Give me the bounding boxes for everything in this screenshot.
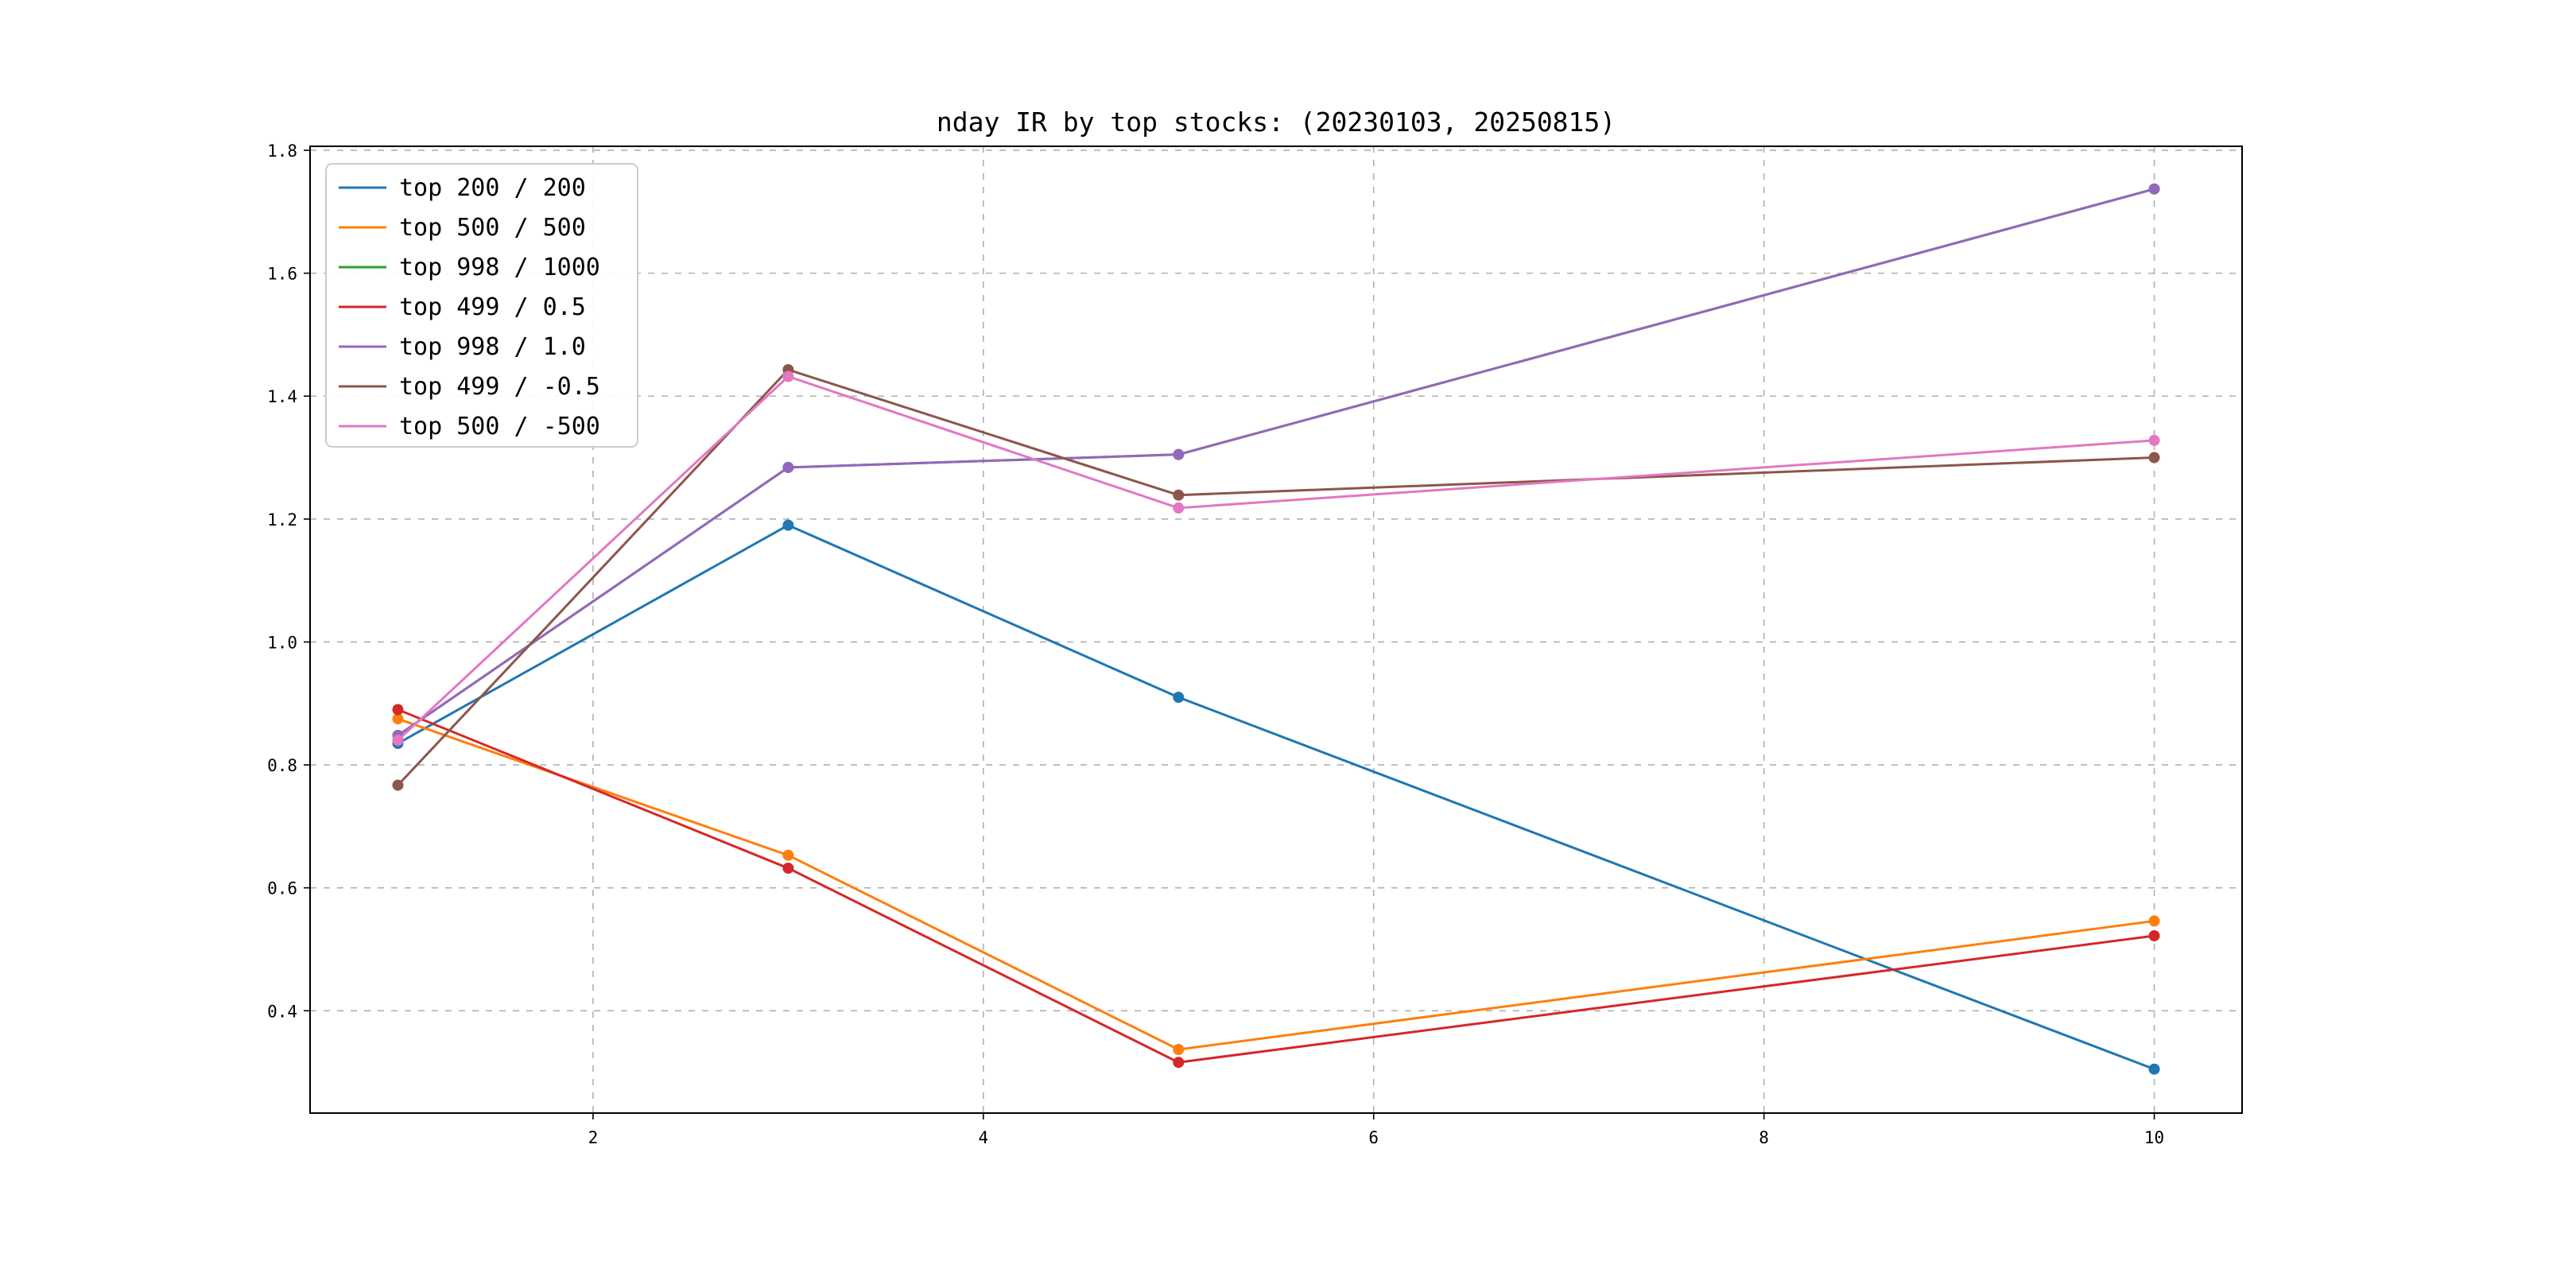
y-tick-label: 1.8 xyxy=(267,142,297,161)
legend-label: top 500 / -500 xyxy=(399,413,600,440)
axes-frame xyxy=(309,145,2243,1114)
series-marker xyxy=(1173,1057,1185,1069)
x-tick-label: 2 xyxy=(588,1128,599,1147)
series-marker xyxy=(1173,692,1185,704)
series-marker xyxy=(782,370,794,382)
legend-label: top 200 / 200 xyxy=(399,174,586,202)
series-line xyxy=(396,368,2156,787)
legend-label: top 998 / 1000 xyxy=(399,254,600,281)
series-marker xyxy=(2148,434,2160,446)
series-marker xyxy=(1173,448,1185,460)
series-marker xyxy=(2148,915,2160,927)
y-tick-label: 0.4 xyxy=(267,1002,297,1021)
series-marker xyxy=(782,849,794,861)
series-marker xyxy=(1173,489,1185,501)
series-marker xyxy=(2148,929,2160,941)
y-tick-label: 0.8 xyxy=(267,756,297,775)
series-line xyxy=(396,375,2156,742)
series-marker xyxy=(1173,502,1185,514)
series-marker xyxy=(2148,452,2160,464)
legend-label: top 998 / 1.0 xyxy=(399,333,586,361)
series-marker xyxy=(1173,1043,1185,1055)
legend-box xyxy=(325,163,638,448)
series-marker xyxy=(782,519,794,531)
series-marker xyxy=(392,704,404,716)
x-tick-label: 4 xyxy=(978,1128,988,1147)
legend-label: top 499 / 0.5 xyxy=(399,293,586,321)
series-marker xyxy=(782,862,794,874)
series-marker xyxy=(782,461,794,473)
series-marker xyxy=(392,713,404,725)
series-marker xyxy=(2148,183,2160,195)
series-marker xyxy=(392,779,404,791)
y-tick-label: 0.6 xyxy=(267,879,297,898)
series-marker xyxy=(392,735,404,747)
x-tick-label: 6 xyxy=(1368,1128,1379,1147)
y-tick-label: 1.6 xyxy=(267,265,297,284)
series-line xyxy=(396,717,2156,1051)
series-line xyxy=(396,524,2156,1071)
chart-title: nday IR by top stocks: (20230103, 202508… xyxy=(936,107,1616,138)
x-tick-label: 10 xyxy=(2144,1128,2164,1147)
series-marker xyxy=(2148,1063,2160,1075)
legend-label: top 499 / -0.5 xyxy=(399,373,600,401)
y-tick-label: 1.0 xyxy=(267,633,297,652)
y-tick-label: 1.2 xyxy=(267,510,297,530)
series-line xyxy=(396,188,2156,737)
x-tick-label: 8 xyxy=(1759,1128,1769,1147)
series-line xyxy=(396,708,2156,1064)
legend-label: top 500 / 500 xyxy=(399,214,586,242)
series-line xyxy=(396,188,2156,737)
y-tick-label: 1.4 xyxy=(267,387,297,406)
